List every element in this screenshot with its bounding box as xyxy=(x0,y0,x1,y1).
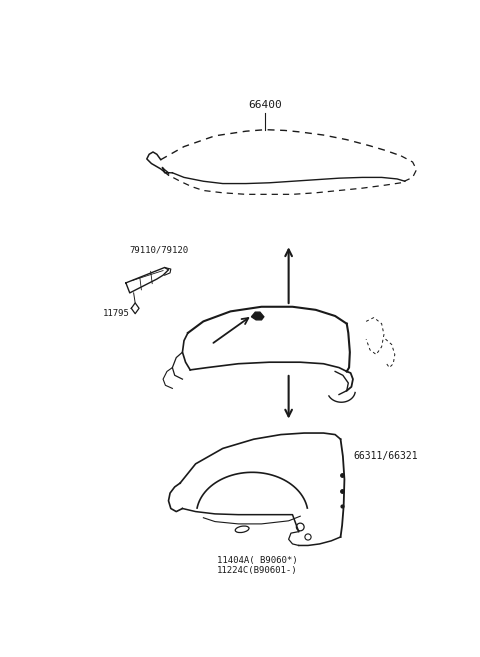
Text: 66311/66321: 66311/66321 xyxy=(353,451,418,461)
Text: 11224C(B90601-): 11224C(B90601-) xyxy=(217,566,298,575)
Text: 79110/79120: 79110/79120 xyxy=(130,246,189,254)
Text: 11404A( B9060*): 11404A( B9060*) xyxy=(217,556,298,564)
Text: 66400: 66400 xyxy=(249,100,282,110)
Polygon shape xyxy=(252,312,264,320)
Text: 11795: 11795 xyxy=(103,309,130,318)
